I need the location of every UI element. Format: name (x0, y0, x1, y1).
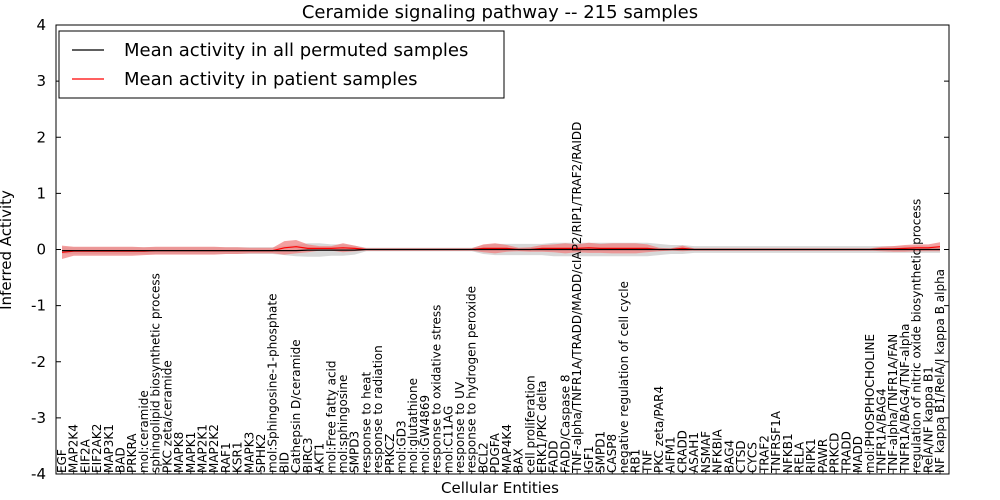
entity-label: RAF1 (219, 442, 233, 473)
entity-label: IGF1 (582, 446, 596, 473)
entity-label: EIF2A (78, 438, 92, 473)
entity-label: ASAH1 (687, 432, 701, 473)
entity-label: MAP2K4 (67, 424, 81, 473)
y-tick-label: -3 (31, 409, 46, 427)
entity-label: EGF (55, 449, 69, 473)
entity-label: mol:sphingosine (336, 375, 350, 473)
entity-label: TRADD (839, 431, 853, 474)
entity-label: CTSD (734, 440, 748, 473)
entity-label: BAD (114, 447, 128, 473)
y-tick-label: 0 (36, 241, 46, 259)
entity-label: response to radiation (371, 345, 385, 473)
entity-label: RelA/NF kappa B1 (921, 366, 935, 473)
entity-label: CRADD (676, 430, 690, 473)
entity-label: SMPD1 (594, 431, 608, 473)
entity-label: KSR1 (231, 442, 245, 473)
entity-label: MAPK8 (172, 432, 186, 473)
entity-label: MAP3K1 (102, 424, 116, 473)
entity-label: response to UV (453, 381, 467, 473)
permuted-mean-line (62, 248, 940, 252)
legend: Mean activity in all permuted samples Me… (58, 30, 505, 99)
entity-label: EIF2AK2 (90, 424, 104, 473)
entity-label: mol:GW4869 (418, 395, 432, 473)
plot-frame (55, 24, 950, 475)
entity-label: NSMAF (699, 431, 713, 473)
entity-label: NF kappa B1/RelA/I kappa B alpha (933, 269, 947, 473)
entity-label: TRAF2 (757, 435, 771, 474)
y-tick-label: 1 (36, 184, 46, 202)
entity-label: response to heat (359, 371, 373, 473)
y-tick-label: -2 (31, 353, 46, 371)
y-tick-label: -4 (31, 465, 46, 483)
entity-label: BAX (512, 448, 526, 473)
entity-label: AIFM1 (664, 436, 678, 473)
entity-label: RIPK1 (804, 438, 818, 473)
legend-label-permuted: Mean activity in all permuted samples (124, 40, 468, 61)
legend-label-patient: Mean activity in patient samples (124, 69, 418, 90)
y-axis-title: Inferred Activity (0, 190, 15, 310)
entity-label: BID (277, 452, 291, 473)
entity-label: Cathepsin D/ceramide (289, 339, 303, 473)
y-tick-label: 2 (36, 128, 46, 146)
entity-label: BCL2 (476, 442, 490, 473)
entity-label: mol:C11AG (441, 406, 455, 473)
x-axis-title: Cellular Entities (441, 479, 559, 497)
entity-label: mol:PHOSPHOCHOLINE (863, 334, 877, 473)
entity-label: negative regulation of cell cycle (617, 281, 631, 473)
entity-label: PKC zeta/PAR4 (652, 386, 666, 473)
entity-label: AKT1 (313, 443, 327, 473)
entity-label: mol:Free fatty acid (324, 361, 338, 474)
entity-label: PRKCZ (383, 434, 397, 473)
entity-label: response to hydrogen peroxide (465, 286, 479, 473)
entity-label: NFKBIA (711, 428, 725, 473)
entity-label: CYCS (746, 442, 760, 473)
entity-label: mol:ceramide (137, 390, 151, 473)
entity-label: MAPK3 (242, 432, 256, 473)
entity-label: FADD (547, 441, 561, 474)
entity-label: ERK1/PKC delta (535, 380, 549, 473)
ticks-layer: -4 -3 -2 -1 0 1 2 3 4 (31, 16, 949, 483)
lines-layer (61, 246, 941, 253)
legend-box (58, 30, 505, 99)
entity-label: RELA (793, 441, 807, 473)
y-tick-label: 4 (36, 16, 46, 34)
entity-label: MAP2K2 (207, 424, 221, 473)
y-tick-label: 3 (36, 72, 46, 90)
entity-label: NFKB1 (781, 433, 795, 473)
y-tick-label: -1 (31, 297, 46, 315)
entity-label: TNFR1A/BAG4 (875, 388, 889, 474)
entity-label: regulation of nitric oxide biosynthetic … (910, 199, 924, 473)
entity-label: PRKRA (125, 433, 139, 473)
entity-label: PKC zeta/ceramide (160, 360, 174, 473)
entity-label: BAG4 (722, 440, 736, 473)
entity-label: FADD/Caspase 8 (558, 374, 572, 473)
entity-label: SMPD3 (348, 431, 362, 473)
entity-label: mol:GD3 (395, 420, 409, 473)
entity-label: RB1 (629, 449, 643, 473)
entity-label: MAP2K1 (196, 424, 210, 473)
entity-label: TNF-alpha/TNFR1A/FAN (886, 334, 900, 474)
entity-label: BIRC3 (301, 437, 315, 473)
entity-label: TNF-alpha/TNFR1A/TRADD/MADD/cIAP2/RIP1/T… (570, 122, 584, 474)
entity-label: PAWR (816, 439, 830, 473)
entity-label: response to oxidative stress (430, 305, 444, 473)
entity-label: MAPK1 (184, 432, 198, 473)
entity-label: TNFRSF1A (769, 410, 783, 474)
entity-label: PDGFA (488, 432, 502, 473)
entity-label: SPHK2 (254, 434, 268, 473)
entity-label: PRKCD (828, 433, 842, 473)
entity-label: TNFR1A/BAG4/TNF-alpha (898, 324, 912, 474)
entity-label: TNF (640, 450, 654, 474)
entity-label: CASP8 (605, 434, 619, 473)
entity-label: sphingolipid biosynthetic process (149, 273, 163, 473)
entity-label: cell proliferation (523, 375, 537, 473)
entity-labels: EGFMAP2K4EIF2AEIF2AK2MAP3K1BADPRKRAmol:c… (55, 122, 947, 474)
entity-label: mol:glutathione (406, 378, 420, 473)
chart-title: Ceramide signaling pathway -- 215 sample… (302, 2, 698, 23)
entity-label: MAP4K4 (500, 424, 514, 473)
entity-label: MADD (851, 436, 865, 473)
entity-label: mol:Sphingosine-1-phosphate (266, 294, 280, 474)
